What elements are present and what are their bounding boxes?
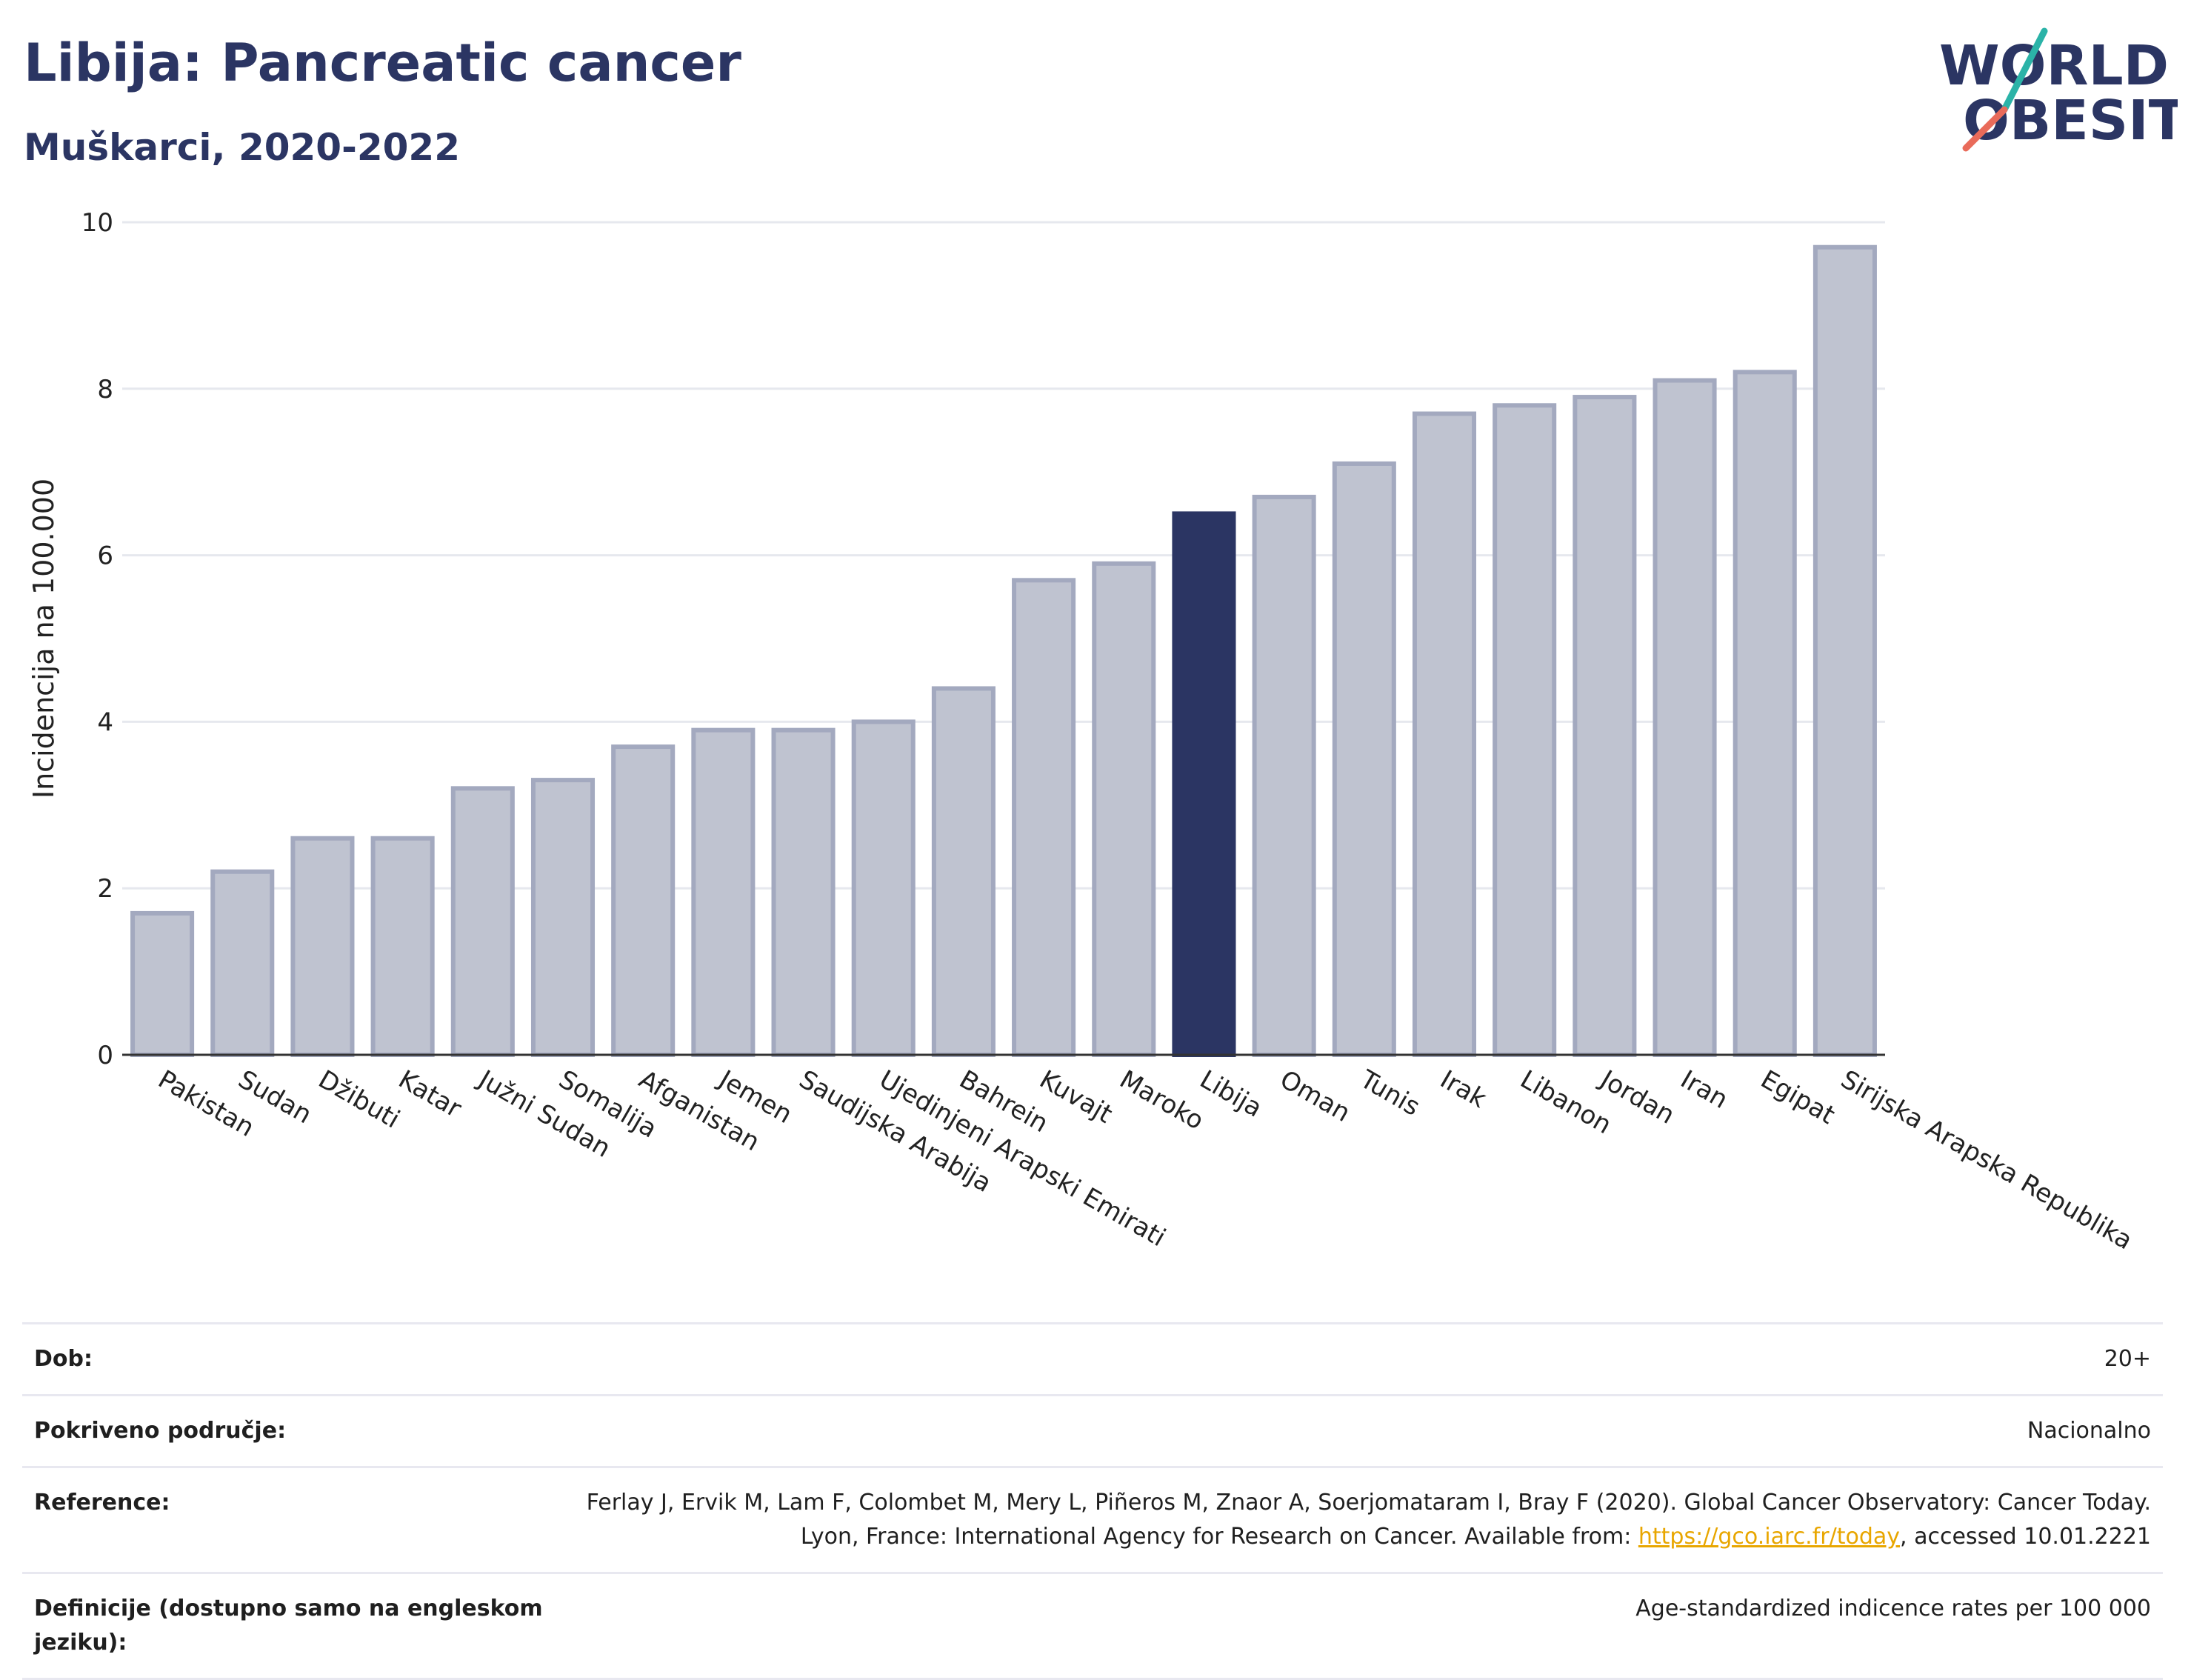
bar-afganistan	[611, 744, 676, 1057]
world-obesity-logo: WORLD OBESITY	[1939, 27, 2178, 153]
bar-južni-sudan	[450, 786, 515, 1057]
bar-bahrein	[931, 686, 996, 1057]
logo-line1: WORLD	[1939, 34, 2169, 98]
y-tick-label: 4	[97, 707, 113, 737]
x-tick-label: Egipat	[1755, 1064, 1840, 1130]
x-tick-label: Tunis	[1354, 1064, 1424, 1122]
coverage-label: Pokriveno područje:	[34, 1418, 287, 1444]
bar-maroko	[1092, 561, 1156, 1057]
bar-libija	[1172, 511, 1236, 1057]
bar-irak	[1412, 411, 1477, 1057]
reference-link[interactable]: https://gco.iarc.fr/today	[1638, 1524, 1901, 1550]
table-row-coverage: Pokriveno područje: Nacionalno	[22, 1394, 2163, 1466]
x-tick-label: Katar	[393, 1064, 467, 1124]
page-title: Libija: Pancreatic cancer	[24, 33, 741, 93]
logo-slash-teal	[2001, 27, 2048, 113]
definitions-label: Definicije (dostupno samo na engleskom j…	[34, 1596, 543, 1656]
bar-pakistan	[130, 910, 195, 1058]
x-tick-label: Iran	[1675, 1064, 1733, 1115]
x-tick-label: Oman	[1275, 1064, 1355, 1128]
bar-iran	[1653, 378, 1717, 1057]
table-row-age: Dob: 20+	[22, 1322, 2163, 1394]
bar-saudijska-arabija	[771, 727, 836, 1057]
table-row-reference: Reference: Ferlay J, Ervik M, Lam F, Col…	[22, 1466, 2163, 1572]
info-table: Dob: 20+ Pokriveno područje: Nacionalno …	[22, 1322, 2163, 1680]
table-row-definitions: Definicije (dostupno samo na engleskom j…	[22, 1572, 2163, 1680]
y-tick-label: 10	[81, 208, 113, 238]
logo-slash-coral	[1962, 106, 2008, 152]
reference-accessed: , accessed 10.01.2221	[1900, 1524, 2151, 1550]
x-tick-label: Libanon	[1515, 1064, 1617, 1140]
y-tick-label: 8	[97, 375, 113, 404]
bar-oman	[1252, 494, 1316, 1057]
y-tick-label: 2	[97, 874, 113, 904]
bar-jordan	[1573, 395, 1637, 1057]
reference-label: Reference:	[34, 1490, 170, 1516]
page-subtitle: Muškarci, 2020-2022	[24, 126, 461, 169]
bar-libanon	[1493, 403, 1557, 1057]
logo-line2: OBESITY	[1963, 89, 2178, 153]
y-axis-label: Incidencija na 100.000	[27, 479, 60, 799]
bar-sudan	[210, 869, 275, 1057]
bar-tunis	[1332, 461, 1396, 1057]
bar-egipat	[1733, 370, 1797, 1057]
x-tick-label: Irak	[1435, 1064, 1492, 1114]
y-tick-labels: 0 2 4 6 8 10	[81, 208, 113, 1070]
bar-džibuti	[290, 836, 355, 1057]
x-tick-label: Maroko	[1115, 1064, 1209, 1136]
definitions-value: Age-standardized indicence rates per 100…	[1635, 1596, 2151, 1621]
age-value: 20+	[2104, 1346, 2151, 1372]
bar-jemen	[691, 727, 756, 1057]
x-tick-label: Sirijska Arapska Republika	[1835, 1064, 2137, 1256]
x-tick-label: Džibuti	[313, 1064, 404, 1134]
bar-kuvajt	[1012, 578, 1076, 1057]
coverage-value: Nacionalno	[2027, 1418, 2151, 1444]
bar-somalija	[530, 778, 596, 1057]
bar-ujedinjeni-arapski-emirati	[851, 719, 916, 1058]
reference-text: Ferlay J, Ervik M, Lam F, Colombet M, Me…	[586, 1490, 2151, 1550]
reference-value: Ferlay J, Ervik M, Lam F, Colombet M, Me…	[558, 1486, 2151, 1554]
age-label: Dob:	[34, 1346, 93, 1372]
y-tick-label: 0	[97, 1041, 113, 1070]
bar-katar	[370, 836, 435, 1057]
bar-sirijska-arapska-republika	[1813, 244, 1877, 1058]
bars	[130, 244, 1877, 1058]
y-tick-label: 6	[97, 541, 113, 571]
